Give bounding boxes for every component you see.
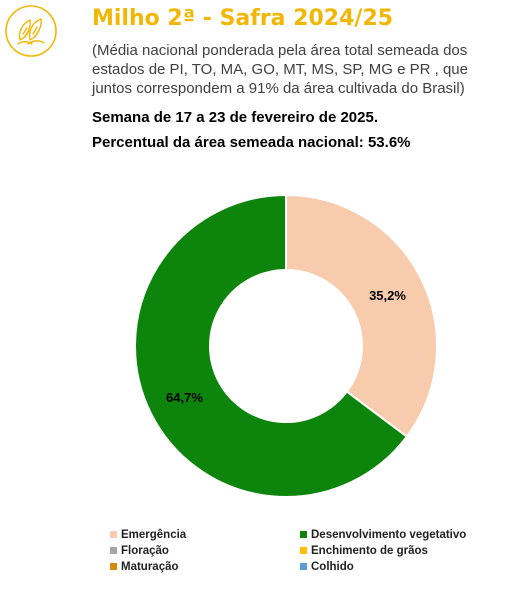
corn-icon <box>5 5 57 57</box>
legend-item-1: Desenvolvimento vegetativo <box>300 527 510 542</box>
legend-swatch-1 <box>300 531 307 538</box>
national-percent-label: Percentual da área semeada nacional: 53.… <box>92 134 411 151</box>
legend-label-4: Maturação <box>121 560 179 573</box>
page-subtitle: (Média nacional ponderada pela área tota… <box>92 42 468 97</box>
legend-item-2: Floração <box>110 543 300 558</box>
donut-slice-1 <box>134 193 409 498</box>
legend-label-2: Floração <box>121 544 169 557</box>
week-label: Semana de 17 a 23 de fevereiro de 2025. <box>92 109 379 126</box>
legend-swatch-2 <box>110 547 117 554</box>
slice-label-1: 64,7% <box>166 390 203 405</box>
legend-label-3: Enchimento de grãos <box>311 544 428 557</box>
chart-legend: Emergência Desenvolvimento vegetativo Flor… <box>110 527 510 574</box>
legend-item-5: Colhido <box>300 559 510 574</box>
legend-item-0: Emergência <box>110 527 300 542</box>
legend-swatch-3 <box>300 547 307 554</box>
legend-item-4: Maturação <box>110 559 300 574</box>
legend-item-3: Enchimento de grãos <box>300 543 510 558</box>
legend-label-1: Desenvolvimento vegetativo <box>311 528 467 541</box>
donut-slice-0 <box>285 193 438 438</box>
legend-swatch-4 <box>110 563 117 570</box>
legend-label-0: Emergência <box>121 528 187 541</box>
legend-swatch-0 <box>110 531 117 538</box>
legend-label-5: Colhido <box>311 560 354 573</box>
legend-swatch-5 <box>300 563 307 570</box>
slice-label-0: 35,2% <box>369 288 406 303</box>
page-title: Milho 2ª - Safra 2024/25 <box>92 6 394 31</box>
